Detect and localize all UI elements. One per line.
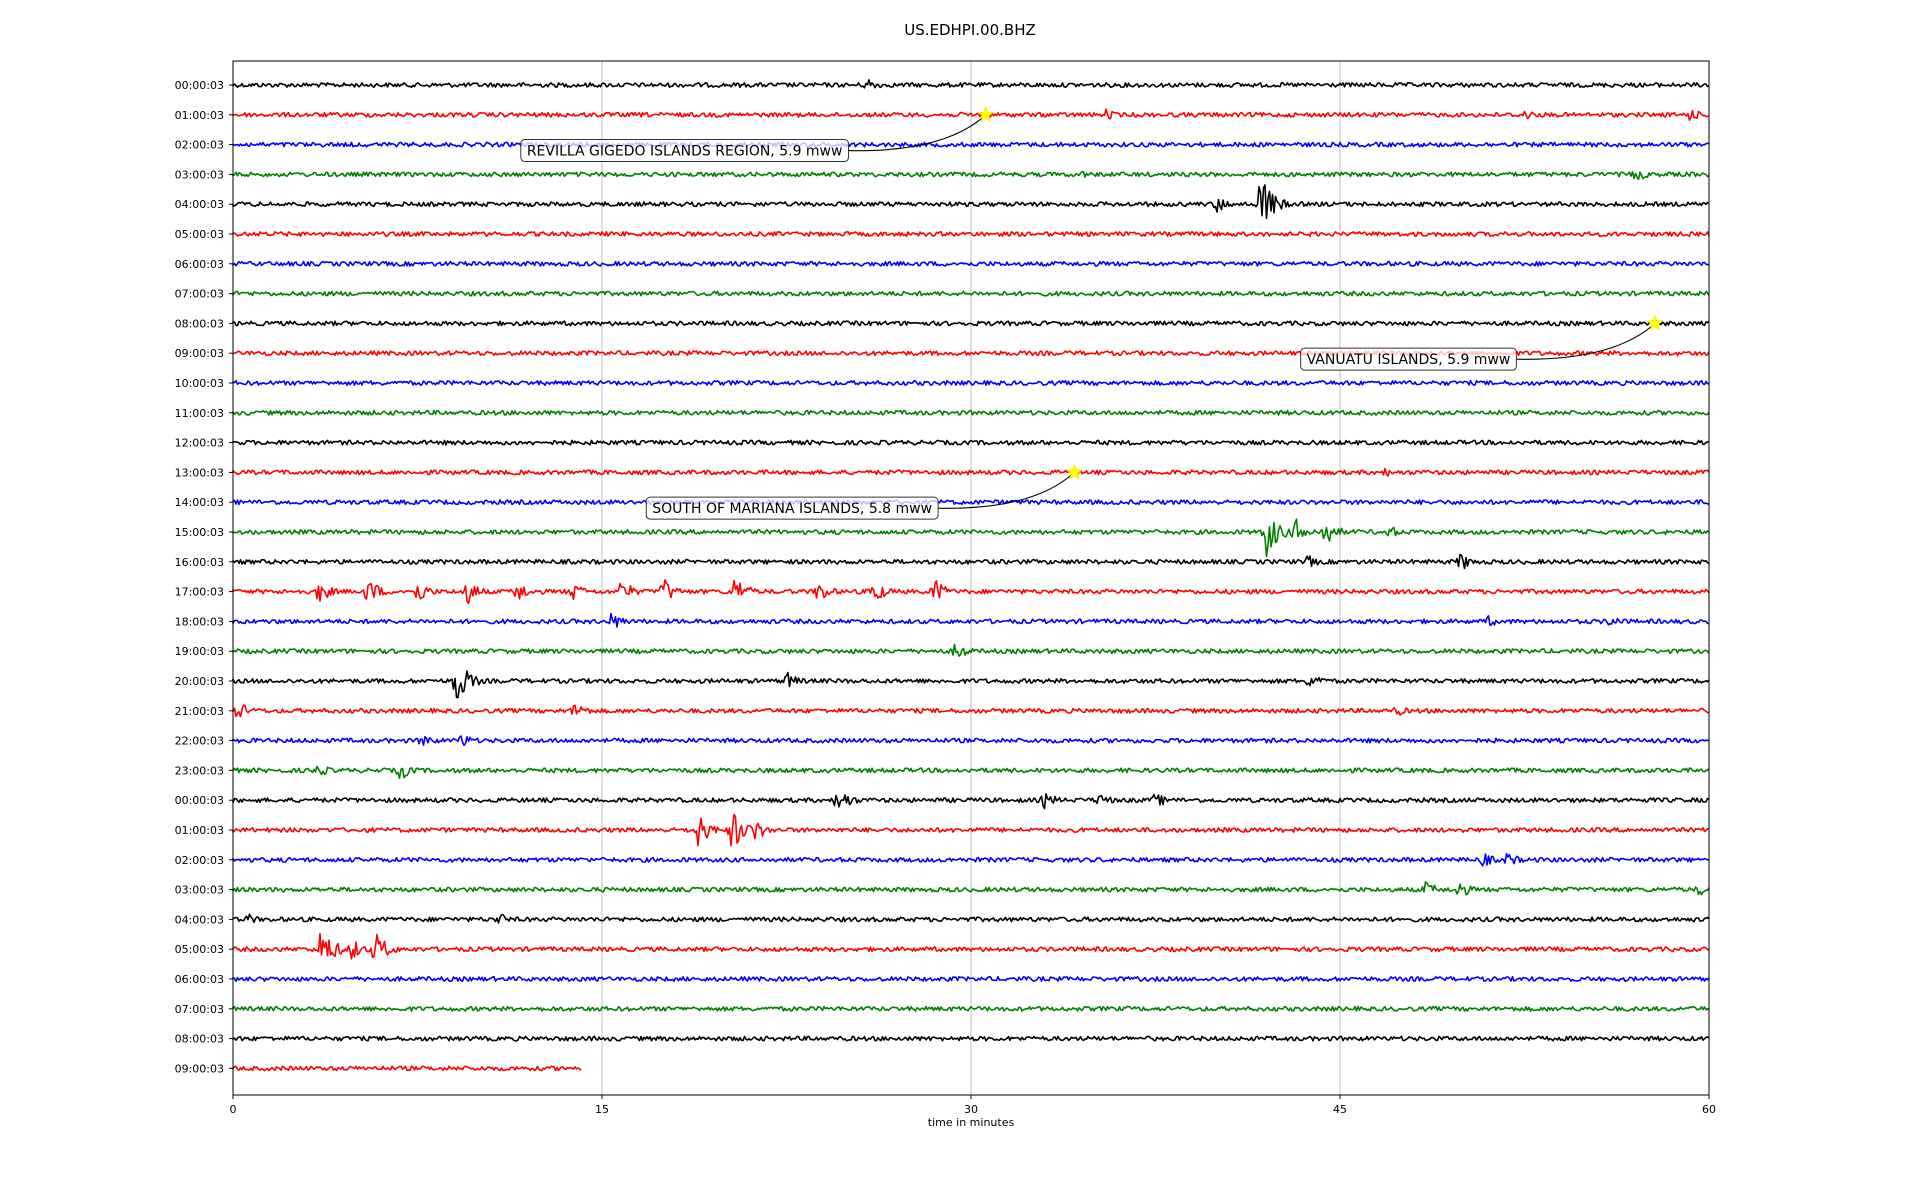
trace-rows bbox=[232, 79, 1710, 1072]
y-tick-label-28: 04:00:03 bbox=[175, 913, 224, 926]
trace-row-23 bbox=[232, 765, 1710, 780]
y-tick-label-13: 13:00:03 bbox=[175, 466, 224, 479]
trace-row-0 bbox=[232, 79, 1710, 89]
grid-lines bbox=[601, 61, 1341, 1095]
y-tick-label-2: 02:00:03 bbox=[175, 139, 224, 152]
trace-row-19 bbox=[232, 643, 1710, 657]
event-annotations: REVILLA GIGEDO ISLANDS REGION, 5.9 mww VA… bbox=[520, 105, 1664, 520]
event-connector-2 bbox=[938, 471, 1075, 509]
y-tick-label-31: 07:00:03 bbox=[175, 1003, 224, 1016]
y-tick-label-14: 14:00:03 bbox=[175, 496, 224, 509]
x-tick-label-2: 30 bbox=[964, 1103, 978, 1116]
y-tick-label-27: 03:00:03 bbox=[175, 884, 224, 897]
y-tick-label-1: 01:00:03 bbox=[175, 109, 224, 122]
trace-row-2 bbox=[232, 141, 1710, 148]
y-tick-label-16: 16:00:03 bbox=[175, 556, 224, 569]
y-tick-label-19: 19:00:03 bbox=[175, 645, 224, 658]
y-tick-label-0: 00:00:03 bbox=[175, 79, 224, 92]
event-label-2: SOUTH OF MARIANA ISLANDS, 5.8 mww bbox=[652, 501, 932, 517]
event-annotation-2: SOUTH OF MARIANA ISLANDS, 5.8 mww bbox=[645, 463, 1083, 520]
y-tick-label-17: 17:00:03 bbox=[175, 586, 224, 599]
x-tick-labels: 0 15 30 45 60 bbox=[230, 1095, 1716, 1116]
trace-row-20 bbox=[232, 670, 1710, 699]
y-tick-label-23: 23:00:03 bbox=[175, 764, 224, 777]
trace-row-32 bbox=[232, 1035, 1710, 1042]
y-tick-label-8: 08:00:03 bbox=[175, 317, 224, 330]
event-star-icon-2 bbox=[1065, 463, 1083, 480]
trace-row-8 bbox=[232, 320, 1710, 327]
event-connector-1 bbox=[1516, 322, 1656, 360]
trace-row-5 bbox=[232, 231, 1710, 237]
y-tick-label-6: 06:00:03 bbox=[175, 258, 224, 271]
trace-row-33 bbox=[232, 1065, 582, 1072]
y-tick-label-10: 10:00:03 bbox=[175, 377, 224, 390]
trace-row-1 bbox=[232, 108, 1710, 121]
event-label-1: VANUATU ISLANDS, 5.9 mww bbox=[1307, 352, 1511, 368]
x-axis-label: time in minutes bbox=[928, 1116, 1015, 1129]
trace-row-14 bbox=[232, 499, 1710, 506]
y-tick-label-12: 12:00:03 bbox=[175, 437, 224, 450]
trace-row-21 bbox=[232, 704, 1710, 718]
trace-row-30 bbox=[232, 976, 1710, 982]
y-tick-label-4: 04:00:03 bbox=[175, 198, 224, 211]
trace-row-11 bbox=[232, 409, 1710, 416]
trace-row-18 bbox=[232, 612, 1710, 628]
trace-row-16 bbox=[232, 553, 1710, 570]
chart-title: US.EDHPI.00.BHZ bbox=[904, 21, 1036, 39]
x-tick-label-1: 15 bbox=[595, 1103, 609, 1116]
event-star-icon-0 bbox=[977, 105, 995, 122]
y-tick-label-25: 01:00:03 bbox=[175, 824, 224, 837]
y-tick-labels: 00:00:03 01:00:03 02:00:03 03:00:03 04:00:03… bbox=[175, 79, 233, 1075]
event-label-box-0 bbox=[520, 139, 849, 163]
y-tick-label-21: 21:00:03 bbox=[175, 705, 224, 718]
trace-row-24 bbox=[232, 793, 1710, 810]
trace-row-6 bbox=[232, 260, 1710, 267]
event-label-box-2 bbox=[645, 496, 939, 520]
trace-row-3 bbox=[232, 170, 1710, 181]
trace-row-13 bbox=[232, 467, 1710, 477]
y-tick-label-22: 22:00:03 bbox=[175, 735, 224, 748]
y-tick-label-11: 11:00:03 bbox=[175, 407, 224, 420]
trace-row-29 bbox=[232, 932, 1710, 960]
trace-row-31 bbox=[232, 1005, 1710, 1012]
trace-row-28 bbox=[232, 913, 1710, 924]
y-tick-label-18: 18:00:03 bbox=[175, 615, 224, 628]
y-tick-label-26: 02:00:03 bbox=[175, 854, 224, 867]
y-tick-label-24: 00:00:03 bbox=[175, 794, 224, 807]
event-annotation-1: VANUATU ISLANDS, 5.9 mww bbox=[1300, 314, 1664, 371]
event-label-box-1 bbox=[1300, 347, 1517, 371]
trace-row-22 bbox=[232, 735, 1710, 747]
event-star-icon-1 bbox=[1646, 314, 1664, 331]
trace-row-12 bbox=[232, 439, 1710, 446]
x-tick-label-4: 60 bbox=[1702, 1103, 1716, 1116]
y-tick-label-33: 09:00:03 bbox=[175, 1062, 224, 1075]
trace-row-4 bbox=[232, 184, 1710, 220]
event-connector-0 bbox=[848, 114, 987, 152]
trace-row-17 bbox=[232, 579, 1710, 605]
trace-row-15 bbox=[232, 518, 1710, 558]
y-tick-label-3: 03:00:03 bbox=[175, 168, 224, 181]
y-tick-label-15: 15:00:03 bbox=[175, 526, 224, 539]
y-tick-label-5: 05:00:03 bbox=[175, 228, 224, 241]
y-tick-label-20: 20:00:03 bbox=[175, 675, 224, 688]
y-tick-label-7: 07:00:03 bbox=[175, 288, 224, 301]
x-tick-label-3: 45 bbox=[1333, 1103, 1347, 1116]
trace-row-10 bbox=[232, 380, 1710, 386]
trace-row-25 bbox=[232, 813, 1709, 847]
x-tick-label-0: 0 bbox=[230, 1103, 237, 1116]
trace-row-26 bbox=[232, 852, 1710, 867]
trace-row-27 bbox=[232, 881, 1710, 896]
event-annotation-0: REVILLA GIGEDO ISLANDS REGION, 5.9 mww bbox=[520, 105, 995, 163]
trace-row-7 bbox=[232, 290, 1710, 297]
y-tick-label-9: 09:00:03 bbox=[175, 347, 224, 360]
y-tick-label-29: 05:00:03 bbox=[175, 943, 224, 956]
event-label-0: REVILLA GIGEDO ISLANDS REGION, 5.9 mww bbox=[527, 144, 843, 160]
y-tick-label-30: 06:00:03 bbox=[175, 973, 224, 986]
y-tick-label-32: 08:00:03 bbox=[175, 1033, 224, 1046]
